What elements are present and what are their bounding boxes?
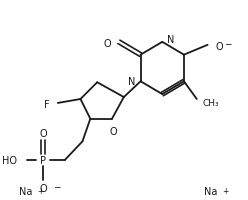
Text: +: + [37, 186, 43, 195]
Text: Na: Na [19, 186, 32, 196]
Text: +: + [222, 186, 229, 195]
Text: O: O [103, 39, 111, 49]
Text: O: O [109, 126, 117, 136]
Text: N: N [128, 77, 136, 87]
Text: O: O [216, 42, 223, 52]
Text: CH₃: CH₃ [203, 99, 219, 108]
Text: −: − [224, 39, 232, 48]
Text: Na: Na [204, 186, 217, 196]
Text: N: N [167, 35, 175, 45]
Text: O: O [39, 128, 47, 138]
Text: P: P [40, 155, 46, 165]
Text: F: F [44, 99, 50, 109]
Text: HO: HO [2, 155, 17, 165]
Text: O: O [39, 183, 47, 193]
Text: −: − [53, 181, 60, 190]
